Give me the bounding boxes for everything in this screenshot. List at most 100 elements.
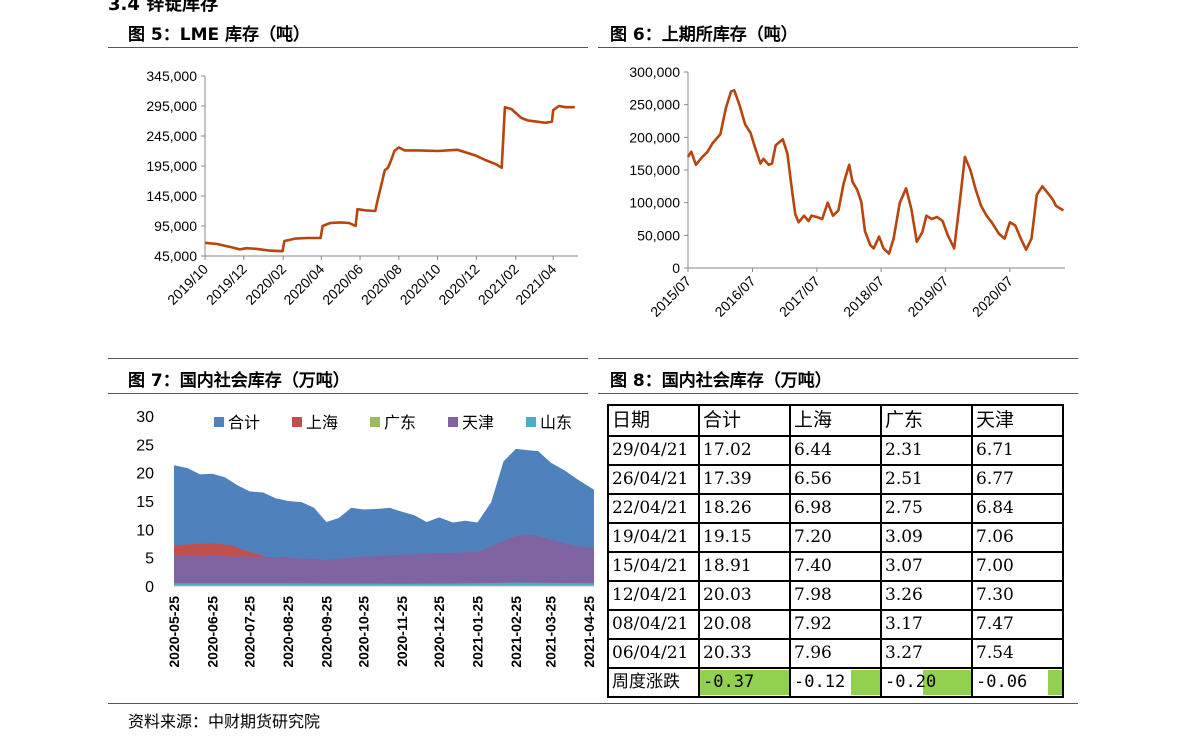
legend-label-合计: 合计 <box>228 414 260 432</box>
table-cell: 22/04/21 <box>607 493 700 524</box>
x-tick-label: 2020/06 <box>319 261 366 308</box>
table-cell: 18.91 <box>698 551 791 582</box>
fig6-top-rule <box>598 47 1078 48</box>
area-山东 <box>174 582 594 586</box>
x-tick-label: 2020-10-25 <box>356 596 372 668</box>
legend-swatch-上海 <box>292 417 302 427</box>
table-cell: 12/04/21 <box>607 580 700 611</box>
table-cell: 7.00 <box>971 551 1064 582</box>
change-bar <box>851 670 879 695</box>
y-tick-label: 200,000 <box>629 129 680 145</box>
x-tick-label: 2021-01-25 <box>470 596 486 668</box>
y-tick-label: 295,000 <box>146 98 197 114</box>
x-tick-label: 2020-07-25 <box>242 596 258 668</box>
change-value: -0.12 <box>794 672 846 692</box>
table-header-row: 日期 合计 上海 广东 天津 <box>607 404 1064 437</box>
y-tick-label: 150,000 <box>629 162 680 178</box>
y-tick-label: 100,000 <box>629 195 680 211</box>
table-cell: 7.96 <box>789 638 882 669</box>
table-cell: 6.44 <box>789 435 882 466</box>
change-bar <box>1047 670 1061 695</box>
table-cell: 3.17 <box>880 609 973 640</box>
fig7-top-rule <box>108 358 588 359</box>
x-tick-label: 2020/07 <box>969 273 1016 320</box>
x-tick-label: 2021-03-25 <box>543 596 559 668</box>
x-tick-label: 2020/12 <box>435 261 482 308</box>
table-cell: 7.98 <box>789 580 882 611</box>
table-cell: 29/04/21 <box>607 435 700 466</box>
table-row: 15/04/21 18.91 7.40 3.07 7.00 <box>607 551 1064 582</box>
change-cell: -0.06 <box>971 667 1064 698</box>
y-tick-label: 245,000 <box>146 128 197 144</box>
legend-swatch-天津 <box>448 417 458 427</box>
fig6-title: 图 6：上期所库存（吨） <box>610 25 798 45</box>
x-tick-label: 2020-11-25 <box>394 596 410 667</box>
y-tick-label: 195,000 <box>146 158 197 174</box>
table-header-cell: 合计 <box>698 404 791 437</box>
fig8-title: 图 8：国内社会库存（万吨） <box>610 371 832 391</box>
x-tick-label: 2020/10 <box>397 261 444 308</box>
fig7-sub-rule <box>108 393 588 394</box>
x-tick-label: 2020/08 <box>358 261 405 308</box>
table-header-cell: 天津 <box>971 404 1064 437</box>
y-tick-label: 10 <box>136 522 154 539</box>
change-cell: -0.37 <box>698 667 791 698</box>
fig5-title: 图 5：LME 库存（吨） <box>128 25 311 45</box>
table-cell: 20.08 <box>698 609 791 640</box>
table-cell: 7.92 <box>789 609 882 640</box>
table-cell: 3.07 <box>880 551 973 582</box>
change-value: -0.37 <box>703 672 755 692</box>
table-cell: 19/04/21 <box>607 522 700 553</box>
y-tick-label: 5 <box>145 551 154 568</box>
table-cell: 7.54 <box>971 638 1064 669</box>
table-cell: 17.02 <box>698 435 791 466</box>
y-tick-label: 20 <box>136 466 154 483</box>
table-header-cell: 广东 <box>880 404 973 437</box>
x-tick-label: 2021/02 <box>475 261 522 308</box>
y-tick-label: 15 <box>136 494 154 511</box>
x-tick-label: 2019/07 <box>904 273 951 320</box>
table-cell: 17.39 <box>698 464 791 495</box>
x-tick-label: 2020-06-25 <box>204 596 220 668</box>
table-row: 12/04/21 20.03 7.98 3.26 7.30 <box>607 580 1064 611</box>
area-天津 <box>174 535 594 586</box>
table-row: 08/04/21 20.08 7.92 3.17 7.47 <box>607 609 1064 640</box>
x-tick-label: 2017/07 <box>776 273 823 320</box>
x-tick-label: 2018/07 <box>840 273 887 320</box>
table-cell: 2.51 <box>880 464 973 495</box>
domestic-stock-table: 日期 合计 上海 广东 天津 29/04/21 17.02 6.44 2.31 6.71 26/0… <box>607 404 1064 698</box>
table-cell: 18.26 <box>698 493 791 524</box>
table-cell: 7.40 <box>789 551 882 582</box>
table-cell: 2.31 <box>880 435 973 466</box>
lme-stock-chart: 45,000 95,000 145,000 195,000 245,000 295,000… <box>146 68 578 308</box>
table-cell: 08/04/21 <box>607 609 700 640</box>
x-tick-label: 2015/07 <box>647 273 694 320</box>
change-value: -0.20 <box>885 672 937 692</box>
y-tick-label: 345,000 <box>146 68 197 84</box>
table-cell: 20.33 <box>698 638 791 669</box>
y-tick-label: 250,000 <box>629 97 680 113</box>
y-tick-label: 30 <box>136 409 154 426</box>
legend-swatch-广东 <box>370 417 380 427</box>
x-tick-label: 2016/07 <box>711 273 758 320</box>
table-cell: 20.03 <box>698 580 791 611</box>
table-cell: 7.20 <box>789 522 882 553</box>
fig8-top-rule <box>598 358 1078 359</box>
table-row: 26/04/21 17.39 6.56 2.51 6.77 <box>607 464 1064 495</box>
change-cell: -0.12 <box>789 667 882 698</box>
legend-label-天津: 天津 <box>462 414 494 432</box>
fig8-sub-rule <box>598 393 1078 394</box>
table-cell: 6.84 <box>971 493 1064 524</box>
legend-label-山东: 山东 <box>540 414 572 432</box>
table-cell: 3.26 <box>880 580 973 611</box>
table-cell: 3.09 <box>880 522 973 553</box>
table-cell: 06/04/21 <box>607 638 700 669</box>
table-cell: 3.27 <box>880 638 973 669</box>
x-tick-label: 2019/12 <box>203 261 250 308</box>
x-tick-label: 2020-09-25 <box>318 596 334 668</box>
domestic-social-stock-chart: 0 5 10 15 20 25 30 2020-05-25 2020-06-25 2020-07-… <box>136 409 597 668</box>
series-line <box>204 104 575 253</box>
y-tick-label: 25 <box>136 437 154 454</box>
series-line <box>686 88 1065 255</box>
fig5-top-rule <box>108 47 588 48</box>
